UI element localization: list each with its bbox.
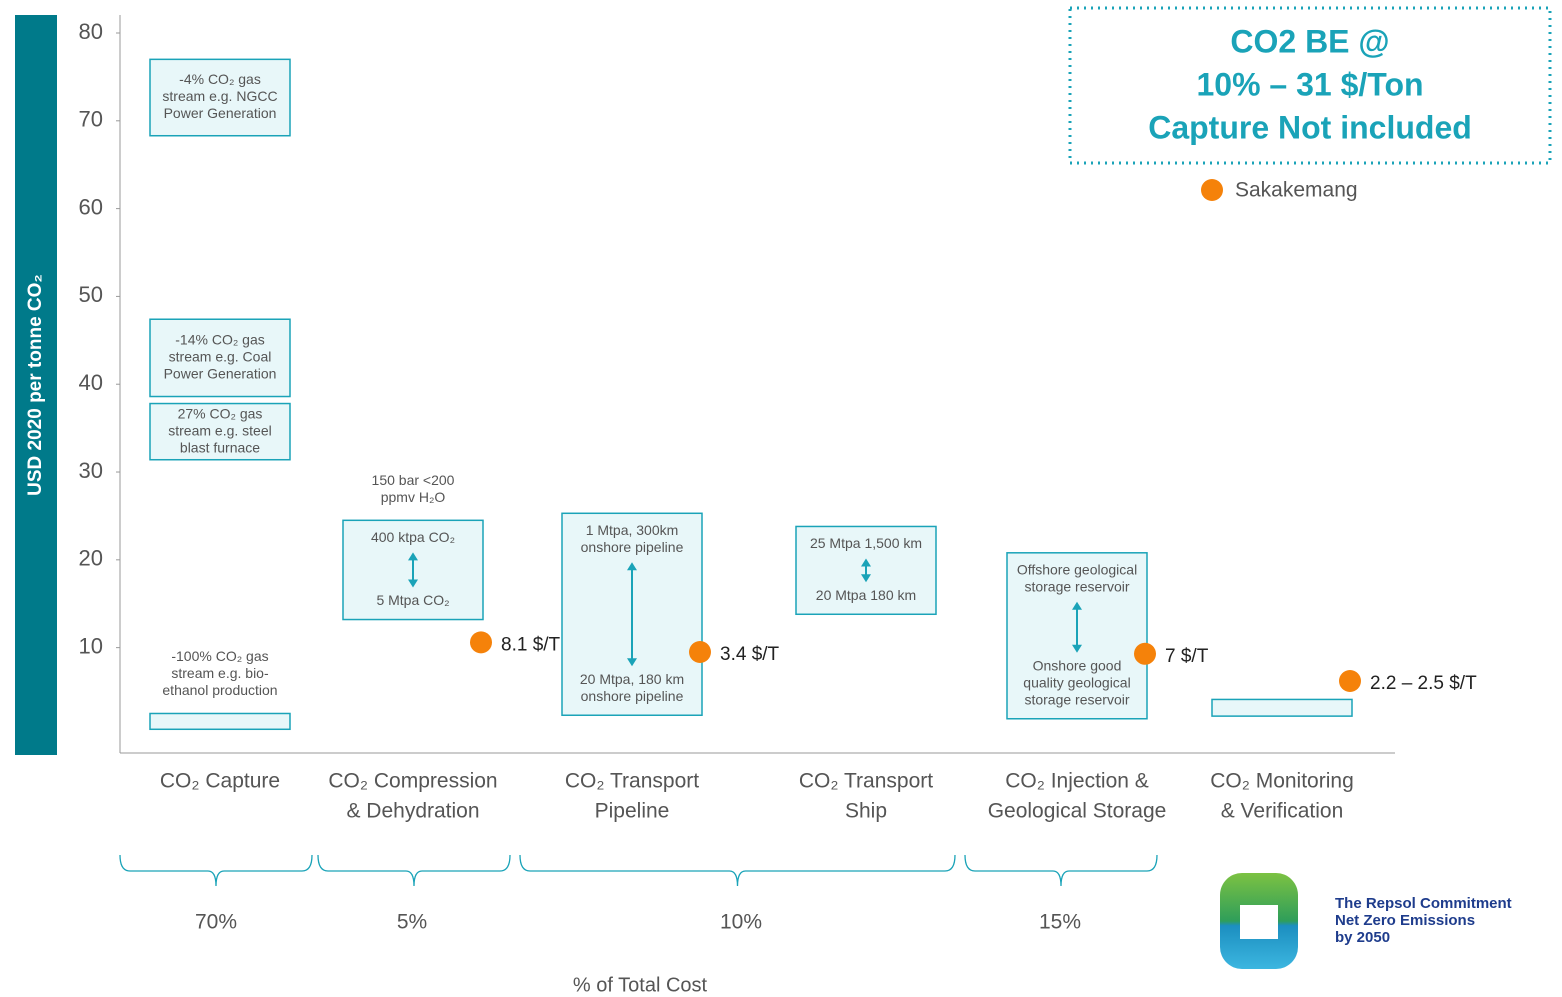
- box-text: stream e.g. NGCC: [162, 88, 277, 104]
- range-box: [149, 712, 291, 731]
- x-tick-label: CO₂ Monitoring: [1210, 770, 1354, 793]
- cost-share-label: 5%: [397, 911, 427, 934]
- box-text: 5 Mtpa CO₂: [376, 592, 449, 608]
- box-text: Power Generation: [164, 366, 277, 382]
- y-tick-label: 60: [79, 194, 103, 219]
- x-tick-label: CO₂ Injection &: [1005, 770, 1149, 793]
- y-tick-label: 30: [79, 458, 103, 483]
- range-box: [149, 58, 291, 137]
- cost-share-label: 15%: [1039, 911, 1081, 934]
- x-tick-label: & Verification: [1221, 800, 1344, 823]
- brace: [519, 854, 956, 887]
- brace: [317, 854, 511, 887]
- range-box: [1211, 698, 1353, 717]
- box-text: stream e.g. steel: [168, 422, 272, 438]
- box-text: 25 Mtpa 1,500 km: [810, 535, 922, 551]
- y-tick-label: 10: [79, 633, 103, 658]
- box-text: storage reservoir: [1024, 691, 1129, 707]
- box-text: 400 ktpa CO₂: [371, 529, 455, 545]
- y-tick-label: 50: [79, 282, 103, 307]
- point: [689, 641, 711, 664]
- x-tick-label: CO₂ Transport: [565, 770, 699, 793]
- x-tick-label: CO₂ Capture: [160, 770, 280, 793]
- y-label-band: [15, 15, 57, 755]
- box-text: onshore pipeline: [581, 539, 684, 555]
- cost-share-label: 10%: [720, 911, 762, 934]
- box-text: quality geological: [1023, 674, 1130, 690]
- box-text: storage reservoir: [1024, 579, 1129, 595]
- point-label: 2.2 – 2.5 $/T: [1370, 673, 1477, 694]
- box-text: Power Generation: [164, 105, 277, 121]
- arrow-head: [861, 558, 871, 583]
- box-text: ppmv H₂O: [381, 489, 446, 505]
- box-text: -14% CO₂ gas: [175, 332, 264, 348]
- range-box: [149, 318, 291, 398]
- box-text: 1 Mtpa, 300km: [586, 522, 679, 538]
- range-box: [149, 402, 291, 461]
- logo-text: by 2050: [1335, 929, 1390, 946]
- box-text: stream e.g. bio-: [171, 665, 269, 681]
- y-tick-label: 40: [79, 370, 103, 395]
- logo-text: Net Zero Emissions: [1335, 912, 1475, 929]
- x-tick-label: CO₂ Compression: [328, 770, 497, 793]
- box-text: 20 Mtpa 180 km: [816, 587, 916, 603]
- box-text: 20 Mtpa, 180 km: [580, 671, 684, 687]
- legend-marker: [1201, 179, 1223, 201]
- box-text: Onshore good: [1033, 657, 1122, 673]
- y-tick-label: 70: [79, 107, 103, 132]
- box-text: 150 bar <200: [372, 472, 455, 488]
- point: [470, 631, 492, 654]
- box-text: ethanol production: [162, 682, 277, 698]
- logo-slot: [1240, 905, 1278, 939]
- box-text: blast furnace: [180, 439, 260, 455]
- box-text: -100% CO₂ gas: [171, 648, 268, 664]
- point-label: 3.4 $/T: [720, 644, 780, 665]
- x-tick-label: CO₂ Transport: [799, 770, 933, 793]
- note-text: CO2 BE @: [1230, 23, 1389, 59]
- point-label: 7 $/T: [1165, 646, 1209, 667]
- point: [1134, 642, 1156, 665]
- x-axis-label: % of Total Cost: [573, 974, 708, 996]
- y-axis-label: USD 2020 per tonne CO₂: [25, 274, 46, 496]
- arrow-head: [408, 552, 418, 588]
- x-tick-label: Geological Storage: [988, 800, 1167, 823]
- box-text: stream e.g. Coal: [169, 349, 272, 365]
- box-text: -4% CO₂ gas: [179, 71, 261, 87]
- brace: [964, 854, 1158, 887]
- note-box: [1068, 6, 1552, 165]
- logo-text: The Repsol Commitment: [1335, 895, 1512, 912]
- note-text: Capture Not included: [1148, 109, 1472, 145]
- note-text: 10% – 31 $/Ton: [1196, 66, 1423, 102]
- y-tick-label: 20: [79, 546, 103, 571]
- x-tick-label: & Dehydration: [346, 800, 479, 823]
- legend-label: Sakakemang: [1235, 179, 1358, 202]
- x-tick-label: Ship: [845, 800, 887, 823]
- point: [1339, 670, 1361, 692]
- logo: [1220, 873, 1298, 969]
- cost-share-label: 70%: [195, 911, 237, 934]
- x-tick-label: Pipeline: [595, 800, 670, 823]
- box-text: Offshore geological: [1017, 562, 1137, 578]
- box-text: 27% CO₂ gas: [178, 405, 263, 421]
- box-text: onshore pipeline: [581, 688, 684, 704]
- y-tick-label: 80: [79, 19, 103, 44]
- point-label: 8.1 $/T: [501, 634, 561, 655]
- brace: [119, 854, 313, 887]
